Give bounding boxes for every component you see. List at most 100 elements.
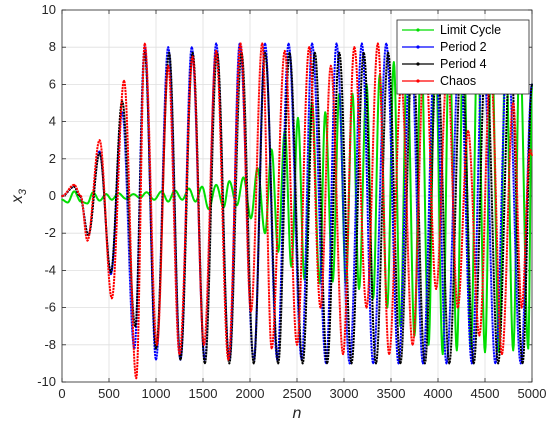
data-point <box>372 362 375 365</box>
data-point <box>422 362 424 365</box>
data-point <box>455 349 458 352</box>
data-point <box>167 64 170 67</box>
y-axis-label-main: x <box>9 194 26 204</box>
data-point <box>191 51 194 54</box>
data-point <box>181 198 184 201</box>
data-point <box>399 362 402 365</box>
legend-marker <box>416 62 420 66</box>
data-point <box>296 343 298 346</box>
data-point <box>167 200 170 203</box>
x-tick-label: 4000 <box>424 386 453 401</box>
data-point <box>478 334 481 337</box>
data-point <box>423 362 426 365</box>
data-point <box>264 51 266 54</box>
data-point <box>261 42 264 45</box>
legend-item-period-2: Period 2 <box>402 40 487 54</box>
data-point <box>319 306 322 309</box>
data-point <box>153 198 156 201</box>
data-point <box>86 202 89 205</box>
data-point <box>123 79 125 82</box>
data-point <box>79 195 82 197</box>
y-tick-label: -2 <box>44 225 56 240</box>
data-point <box>277 362 280 365</box>
data-point <box>445 362 448 365</box>
data-point <box>387 51 390 54</box>
legend-marker <box>416 28 420 32</box>
data-point <box>156 343 158 346</box>
data-point <box>110 198 113 201</box>
data-point <box>277 250 280 253</box>
data-point <box>329 64 332 67</box>
legend-label: Limit Cycle <box>440 23 501 37</box>
x-tick-label: 4500 <box>471 386 500 401</box>
data-point <box>308 46 311 49</box>
data-point <box>392 61 395 63</box>
data-point <box>501 353 503 355</box>
data-point <box>427 343 430 346</box>
x-tick-label: 500 <box>98 386 120 401</box>
data-point <box>520 306 523 309</box>
data-point <box>527 347 530 350</box>
data-point <box>167 46 170 49</box>
data-point <box>297 116 299 119</box>
data-point <box>135 377 138 380</box>
data-point <box>470 362 473 365</box>
data-point <box>228 180 231 183</box>
data-point <box>521 362 524 365</box>
data-point <box>155 358 157 361</box>
data-point <box>73 190 76 193</box>
data-point <box>441 353 444 355</box>
y-tick-label: 4 <box>49 114 56 129</box>
data-point <box>215 50 218 52</box>
data-point <box>201 185 203 188</box>
data-point <box>311 42 313 45</box>
data-point <box>494 362 497 365</box>
data-point <box>353 46 356 49</box>
data-point <box>264 232 266 235</box>
data-point <box>362 51 365 54</box>
data-point <box>109 271 112 274</box>
data-point <box>348 362 351 365</box>
data-point <box>287 42 290 45</box>
data-point <box>61 198 63 201</box>
data-point <box>73 183 76 186</box>
data-point <box>358 288 360 290</box>
data-point <box>203 343 205 346</box>
data-point <box>435 288 438 290</box>
series-chaos <box>61 42 533 380</box>
data-point <box>155 347 157 350</box>
x-axis-label: n <box>293 405 302 422</box>
data-point <box>456 306 459 309</box>
data-point <box>411 343 414 346</box>
data-point <box>134 325 137 328</box>
y-tick-label: 10 <box>42 2 56 17</box>
legend-item-period-4: Period 4 <box>402 57 487 71</box>
data-point <box>86 239 89 242</box>
axis-ticks: 0 500 1000 1500 2000 2500 3000 3500 4000 4500 5000… <box>37 2 546 401</box>
data-point <box>472 362 475 365</box>
data-point <box>484 351 486 354</box>
data-point <box>264 42 266 45</box>
data-point <box>388 353 391 355</box>
data-point <box>335 42 338 45</box>
data-point <box>242 176 245 179</box>
data-point <box>250 310 252 313</box>
data-point <box>145 191 148 194</box>
legend-label: Period 4 <box>440 57 487 71</box>
data-point <box>519 362 522 365</box>
data-point <box>252 362 255 365</box>
series-line <box>61 42 533 380</box>
data-point <box>215 183 218 186</box>
data-point <box>270 347 273 350</box>
data-point <box>168 51 171 54</box>
data-point <box>342 353 344 355</box>
data-point <box>365 306 368 309</box>
y-axis-label: x3 <box>9 188 29 204</box>
x-tick-label: 1500 <box>189 386 218 401</box>
data-point <box>109 273 112 276</box>
y-tick-label: 2 <box>49 151 56 166</box>
data-point <box>98 139 101 142</box>
data-point <box>228 362 231 365</box>
data-point <box>531 154 533 156</box>
